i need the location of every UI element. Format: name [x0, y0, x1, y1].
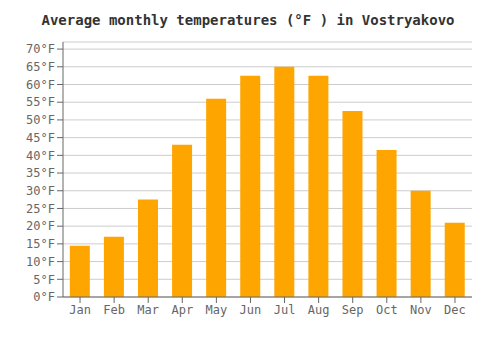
svg-text:15°F: 15°F	[26, 237, 55, 251]
svg-text:Oct: Oct	[376, 303, 398, 317]
svg-text:45°F: 45°F	[26, 131, 55, 145]
svg-text:0°F: 0°F	[33, 290, 55, 304]
svg-text:Sep: Sep	[342, 303, 364, 317]
svg-text:Apr: Apr	[171, 303, 193, 317]
svg-text:10°F: 10°F	[26, 255, 55, 269]
svg-text:Dec: Dec	[444, 303, 466, 317]
svg-text:25°F: 25°F	[26, 202, 55, 216]
svg-text:70°F: 70°F	[26, 42, 55, 56]
svg-text:Nov: Nov	[410, 303, 432, 317]
svg-text:40°F: 40°F	[26, 149, 55, 163]
svg-text:Feb: Feb	[103, 303, 125, 317]
svg-text:Jul: Jul	[274, 303, 296, 317]
svg-text:35°F: 35°F	[26, 166, 55, 180]
svg-text:20°F: 20°F	[26, 219, 55, 233]
svg-text:Jan: Jan	[69, 303, 91, 317]
svg-text:55°F: 55°F	[26, 95, 55, 109]
svg-text:60°F: 60°F	[26, 78, 55, 92]
svg-text:30°F: 30°F	[26, 184, 55, 198]
svg-text:50°F: 50°F	[26, 113, 55, 127]
html-text:Average monthly temperatures (: Average monthly temperatures (°F ) in Vo…	[41, 12, 455, 28]
svg-text:May: May	[206, 303, 228, 317]
svg-text:5°F: 5°F	[33, 273, 55, 287]
svg-text:Mar: Mar	[137, 303, 159, 317]
svg-text:Aug: Aug	[308, 303, 330, 317]
svg-text:65°F: 65°F	[26, 60, 55, 74]
svg-text:Jun: Jun	[240, 303, 262, 317]
